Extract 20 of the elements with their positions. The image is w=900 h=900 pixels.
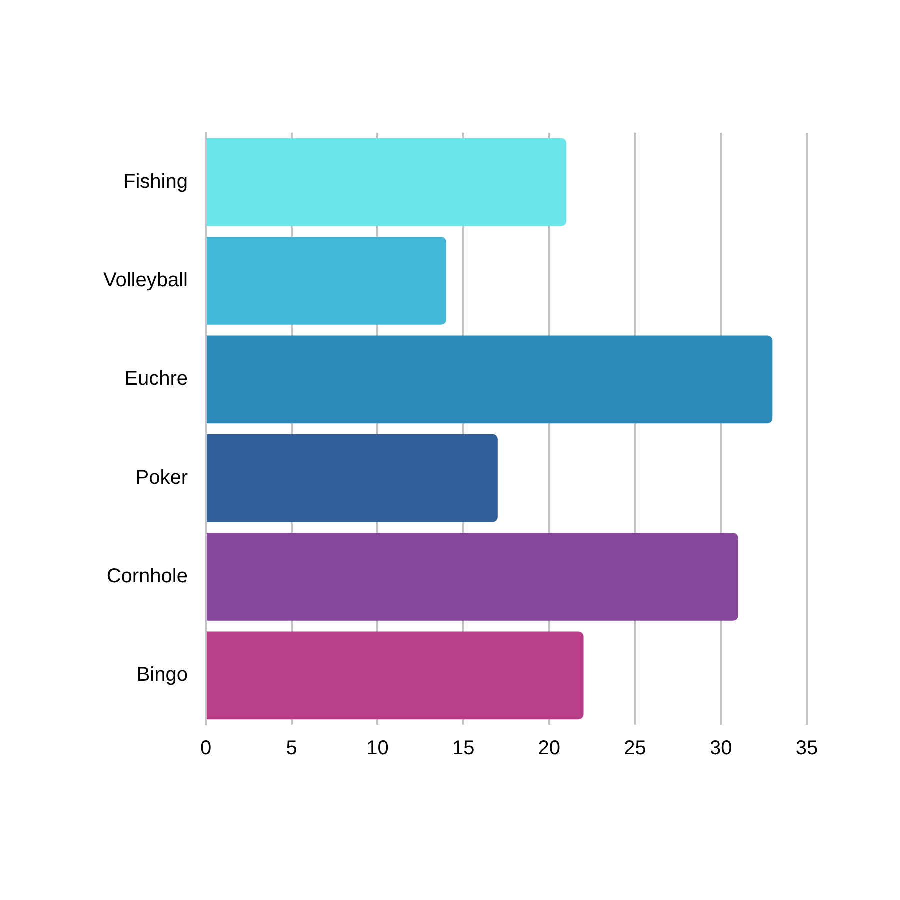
x-tick-label: 20 — [538, 738, 561, 760]
x-tick-label: 10 — [366, 738, 389, 760]
bar — [207, 138, 567, 226]
y-tick-label: Volleyball — [103, 270, 188, 292]
bar — [207, 533, 738, 621]
bar — [207, 434, 498, 522]
x-tick-label: 0 — [200, 738, 212, 760]
y-tick-label: Cornhole — [106, 566, 188, 588]
x-tick-label: 30 — [710, 738, 732, 760]
bar — [207, 237, 446, 325]
x-tick-label: 35 — [796, 738, 818, 760]
bar — [207, 336, 773, 424]
y-tick-label: Euchre — [124, 368, 188, 390]
x-tick-label: 15 — [452, 738, 475, 760]
y-tick-label: Poker — [136, 466, 188, 489]
bar — [207, 632, 584, 720]
x-tick-label: 5 — [286, 738, 298, 760]
x-tick-label: 25 — [624, 738, 646, 760]
y-tick-label: Fishing — [124, 170, 188, 193]
y-tick-label: Bingo — [136, 664, 188, 686]
